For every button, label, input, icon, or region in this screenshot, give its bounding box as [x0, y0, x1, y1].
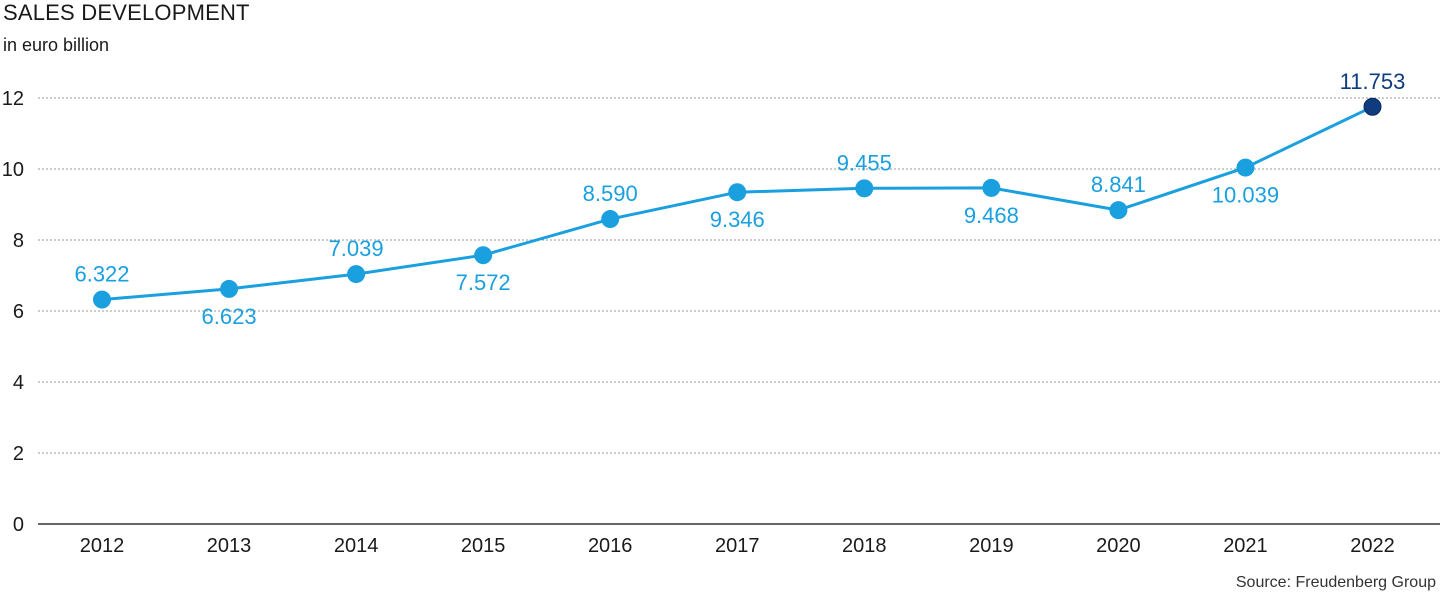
- y-tick-label: 4: [13, 372, 24, 394]
- x-tick-label: 2014: [334, 535, 379, 557]
- data-points: [93, 97, 1382, 309]
- y-axis-ticks: 0 2 4 6 8 10 12: [2, 88, 24, 536]
- data-point: [728, 183, 747, 202]
- x-tick-label: 2021: [1223, 535, 1268, 557]
- data-label: 10.039: [1212, 183, 1279, 208]
- y-tick-label: 0: [13, 514, 24, 536]
- x-tick-label: 2016: [588, 535, 633, 557]
- y-tick-label: 10: [2, 159, 24, 181]
- data-point: [220, 279, 239, 298]
- data-point: [93, 290, 111, 309]
- y-tick-label: 6: [13, 301, 24, 323]
- data-point: [1236, 158, 1255, 177]
- chart-title: SALES DEVELOPMENT: [3, 0, 250, 25]
- data-label: 7.039: [329, 236, 384, 261]
- data-point: [982, 178, 1001, 197]
- data-labels: 6.322 6.623 7.039 7.572 8.590 9.346 9.455 9.468…: [74, 69, 1405, 329]
- chart-subtitle: in euro billion: [3, 35, 110, 55]
- data-point: [1109, 201, 1128, 220]
- data-label: 6.322: [74, 262, 129, 287]
- data-label: 7.572: [456, 270, 511, 295]
- x-tick-label: 2019: [969, 535, 1014, 557]
- data-label: 6.623: [202, 304, 257, 329]
- data-label: 9.455: [837, 150, 892, 175]
- data-label: 11.753: [1340, 69, 1406, 94]
- data-point: [855, 179, 874, 198]
- data-label: 8.590: [583, 181, 638, 206]
- x-tick-label: 2020: [1096, 535, 1141, 557]
- data-point: [1363, 97, 1382, 116]
- x-tick-label: 2012: [80, 535, 125, 557]
- x-axis-ticks: 2012 2013 2014 2015 2016 2017 2018 2019 2020 2021…: [80, 535, 1395, 557]
- x-tick-label: 2015: [461, 535, 506, 557]
- y-tick-label: 2: [13, 443, 24, 465]
- source-note: Source: Freudenberg Group: [1235, 574, 1436, 591]
- series-line: [101, 105, 1374, 302]
- data-point: [474, 246, 493, 265]
- x-tick-label: 2017: [715, 535, 760, 557]
- x-tick-label: 2022: [1350, 535, 1395, 557]
- data-label: 8.841: [1091, 172, 1146, 197]
- x-tick-label: 2013: [207, 535, 252, 557]
- y-tick-label: 12: [2, 88, 24, 110]
- grid-lines: [38, 97, 1440, 525]
- data-label: 9.468: [964, 203, 1019, 228]
- data-point: [601, 210, 620, 229]
- data-label: 9.346: [710, 207, 765, 232]
- y-tick-label: 8: [13, 230, 24, 252]
- x-tick-label: 2018: [842, 535, 887, 557]
- data-point: [347, 265, 366, 284]
